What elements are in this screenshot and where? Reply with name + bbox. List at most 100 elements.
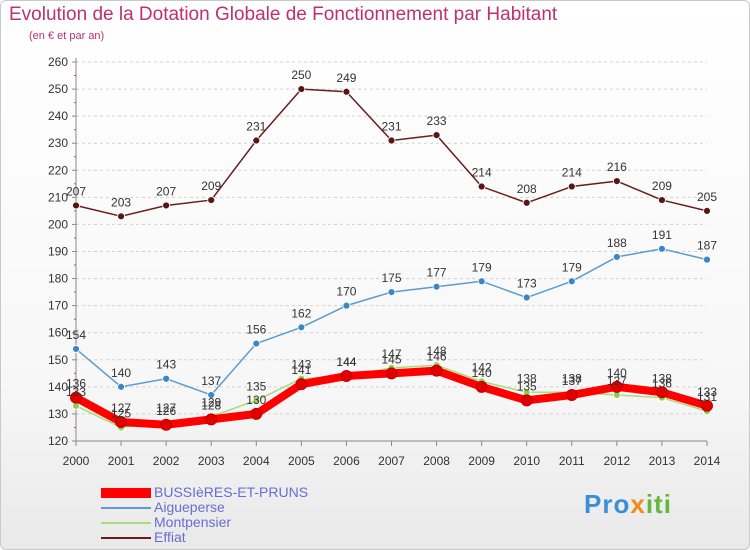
data-label: 143 bbox=[291, 358, 311, 372]
data-label: 136 bbox=[652, 377, 672, 391]
data-label: 203 bbox=[111, 195, 131, 209]
data-label: 156 bbox=[246, 323, 266, 337]
data-labels: 207 203 207 209 231 250 249 231 233 214 208 214 216 2… bbox=[66, 68, 717, 420]
data-label: 133 bbox=[66, 385, 86, 399]
data-point bbox=[430, 364, 443, 377]
data-label: 135 bbox=[517, 379, 537, 393]
x-tick-label: 2003 bbox=[198, 454, 225, 468]
data-point bbox=[475, 380, 488, 393]
data-point bbox=[252, 136, 261, 145]
data-point bbox=[522, 198, 531, 207]
data-point bbox=[117, 212, 125, 221]
x-tick-label: 2005 bbox=[288, 454, 315, 468]
legend-label: Aigueperse bbox=[154, 499, 225, 515]
data-point bbox=[117, 382, 125, 391]
data-label: 137 bbox=[607, 374, 627, 388]
data-point bbox=[162, 201, 171, 210]
data-label: 231 bbox=[246, 120, 266, 134]
data-label: 133 bbox=[697, 385, 717, 399]
x-tick-label: 2012 bbox=[604, 454, 631, 468]
data-label: 138 bbox=[562, 371, 582, 385]
data-label: 154 bbox=[66, 328, 86, 342]
data-label: 128 bbox=[201, 398, 221, 412]
y-tick-label: 260 bbox=[48, 55, 68, 69]
data-label: 214 bbox=[472, 166, 492, 180]
data-label: 135 bbox=[246, 379, 266, 393]
data-label: 208 bbox=[517, 182, 537, 196]
data-label: 175 bbox=[381, 271, 401, 285]
data-label: 233 bbox=[427, 114, 447, 128]
logo-part: Pro bbox=[584, 489, 631, 519]
data-label: 191 bbox=[652, 228, 672, 242]
data-label: 126 bbox=[156, 404, 176, 418]
x-tick-label: 2009 bbox=[468, 454, 495, 468]
y-tick-label: 140 bbox=[48, 380, 68, 394]
data-label: 140 bbox=[472, 366, 492, 380]
data-label: 170 bbox=[336, 285, 356, 299]
y-tick-label: 120 bbox=[48, 434, 68, 448]
data-point bbox=[250, 407, 263, 420]
data-point bbox=[387, 288, 396, 297]
x-tick-label: 2013 bbox=[649, 454, 676, 468]
y-tick-label: 250 bbox=[48, 82, 68, 96]
data-label: 209 bbox=[201, 179, 221, 193]
data-label: 249 bbox=[336, 71, 356, 85]
x-tick-label: 2002 bbox=[153, 454, 180, 468]
data-point bbox=[252, 396, 261, 405]
x-tick-label: 2010 bbox=[513, 454, 540, 468]
x-axis: 2000 2001 2002 2003 2004 2005 2006 2007 2008 2009… bbox=[63, 440, 721, 468]
data-point bbox=[297, 323, 306, 332]
legend-swatch bbox=[101, 522, 151, 524]
data-label: 131 bbox=[697, 390, 717, 404]
data-point bbox=[342, 87, 351, 96]
data-label: 205 bbox=[697, 190, 717, 204]
y-tick-label: 240 bbox=[48, 109, 68, 123]
x-tick-label: 2008 bbox=[423, 454, 450, 468]
y-tick-label: 180 bbox=[48, 272, 68, 286]
data-point bbox=[567, 182, 576, 191]
data-label: 127 bbox=[156, 401, 176, 415]
data-label: 144 bbox=[336, 355, 356, 369]
data-label: 214 bbox=[562, 166, 582, 180]
chart-subtitle: (en € et par an) bbox=[29, 30, 105, 42]
data-label: 125 bbox=[111, 406, 131, 420]
data-label: 207 bbox=[66, 184, 86, 198]
x-tick-label: 2006 bbox=[333, 454, 360, 468]
data-label: 207 bbox=[156, 184, 176, 198]
data-point bbox=[477, 277, 486, 286]
data-point bbox=[432, 282, 441, 291]
legend-swatch bbox=[101, 507, 151, 509]
data-label: 216 bbox=[607, 160, 627, 174]
data-point bbox=[340, 370, 353, 383]
data-point bbox=[703, 255, 711, 264]
data-label: 130 bbox=[246, 393, 266, 407]
data-label: 146 bbox=[427, 350, 447, 364]
data-point bbox=[207, 391, 216, 399]
data-label: 173 bbox=[517, 277, 537, 291]
chart-title: Evolution de la Dotation Globale de Fonc… bbox=[9, 4, 558, 25]
data-point bbox=[655, 386, 668, 399]
data-label: 147 bbox=[381, 347, 401, 361]
data-label: 137 bbox=[562, 374, 582, 388]
data-point bbox=[387, 136, 396, 145]
x-tick-label: 2011 bbox=[559, 454, 585, 468]
proxiti-logo: Proxiti bbox=[584, 489, 672, 520]
data-point bbox=[160, 418, 173, 431]
data-point bbox=[610, 380, 623, 393]
data-point bbox=[612, 253, 621, 261]
y-tick-label: 190 bbox=[48, 245, 68, 259]
y-tick-label: 220 bbox=[48, 163, 68, 177]
data-label: 129 bbox=[201, 396, 221, 410]
data-point bbox=[658, 196, 666, 204]
x-tick-label: 2007 bbox=[378, 454, 405, 468]
data-point bbox=[297, 85, 306, 93]
data-point bbox=[658, 244, 666, 253]
data-label: 209 bbox=[652, 179, 672, 193]
data-label: 127 bbox=[111, 401, 131, 415]
data-label: 142 bbox=[472, 360, 492, 374]
data-point bbox=[70, 391, 82, 404]
data-label: 141 bbox=[291, 363, 311, 377]
data-point bbox=[295, 378, 308, 391]
logo-part: iti bbox=[645, 489, 672, 519]
